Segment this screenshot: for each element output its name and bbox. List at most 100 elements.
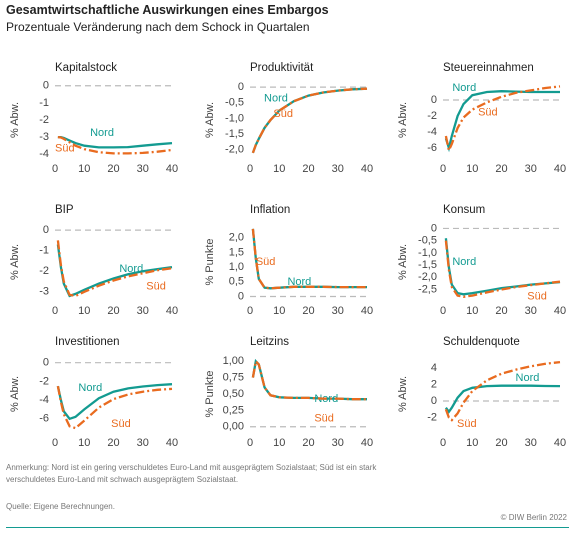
y-tick-label: -2 (427, 411, 437, 423)
y-tick-label: -1 (39, 245, 49, 257)
series-label: Süd (527, 290, 547, 302)
x-tick-label: 10 (78, 163, 90, 175)
title: Gesamtwirtschaftliche Auswirkungen eines… (6, 3, 329, 17)
y-tick-label: -2,0 (225, 144, 244, 156)
x-tick-label: 20 (302, 163, 314, 175)
y-tick-label: -2 (427, 110, 437, 122)
x-tick-label: 40 (166, 437, 178, 449)
y-tick-label: -6 (427, 142, 437, 154)
x-tick-label: 30 (332, 305, 344, 317)
series-label: Süd (314, 412, 334, 424)
series-label: Süd (478, 107, 498, 119)
y-tick-label: -1 (39, 97, 49, 109)
panel-title: Kapitalstock (55, 62, 117, 74)
panel-title: Inflation (250, 204, 290, 216)
line (251, 358, 367, 401)
x-tick-label: 10 (78, 437, 90, 449)
series-label: Süd (146, 280, 166, 292)
y-tick-label: 0 (431, 395, 437, 407)
line (251, 87, 368, 154)
x-tick-label: 30 (137, 305, 149, 317)
x-tick-label: 20 (107, 305, 119, 317)
x-tick-label: 40 (166, 305, 178, 317)
y-tick-label: 0,5 (229, 276, 244, 288)
y-tick-label: 0,25 (223, 404, 244, 416)
panel-title: BIP (55, 204, 74, 216)
line (251, 228, 367, 290)
x-tick-label: 20 (495, 305, 507, 317)
x-tick-label: 20 (107, 163, 119, 175)
x-tick-label: 40 (554, 163, 566, 175)
y-tick-label: 0,50 (223, 388, 244, 400)
series-label: Nord (78, 382, 102, 394)
y-tick-label: 0 (43, 224, 49, 236)
y-axis-label: % Abw. (397, 376, 409, 412)
y-tick-label: -2,5 (418, 283, 437, 295)
y-tick-label: -0,5 (225, 97, 244, 109)
series-label: Nord (516, 372, 540, 384)
series-label: Süd (111, 418, 131, 430)
x-tick-label: 30 (525, 163, 537, 175)
x-tick-label: 0 (247, 305, 253, 317)
x-tick-label: 10 (273, 305, 285, 317)
x-tick-label: 40 (554, 437, 566, 449)
x-tick-label: 10 (466, 437, 478, 449)
x-tick-label: 20 (495, 437, 507, 449)
x-tick-label: 30 (332, 437, 344, 449)
series-label: Süd (457, 418, 477, 430)
y-axis-label: % Abw. (9, 244, 21, 280)
y-tick-label: -4 (427, 126, 437, 138)
x-tick-label: 30 (137, 163, 149, 175)
y-tick-label: 2 (431, 378, 437, 390)
y-tick-label: -2 (39, 375, 49, 387)
y-axis-label: % Punkte (204, 238, 216, 285)
series-label: Nord (452, 256, 476, 268)
y-tick-label: -2 (39, 265, 49, 277)
y-tick-label: -2,0 (418, 271, 437, 283)
y-axis-label: % Punkte (204, 370, 216, 417)
x-tick-label: 10 (78, 305, 90, 317)
y-tick-label: 0,00 (223, 421, 244, 433)
y-tick-label: 0 (238, 290, 244, 302)
y-axis-label: % Abw. (397, 102, 409, 138)
x-tick-label: 40 (361, 163, 373, 175)
y-tick-label: -4 (39, 394, 49, 406)
y-axis-label: % Abw. (9, 102, 21, 138)
x-tick-label: 30 (137, 437, 149, 449)
series-label: Nord (287, 276, 311, 288)
panel-title: Konsum (443, 204, 485, 216)
x-tick-label: 0 (440, 437, 446, 449)
y-tick-label: -2 (39, 114, 49, 126)
y-tick-label: 1,00 (223, 355, 244, 367)
x-tick-label: 20 (302, 437, 314, 449)
panel-title: Leitzins (250, 336, 289, 348)
x-tick-label: 40 (361, 437, 373, 449)
y-tick-label: -1,0 (418, 247, 437, 259)
x-tick-label: 0 (247, 437, 253, 449)
x-tick-label: 0 (52, 305, 58, 317)
y-tick-label: 0 (238, 81, 244, 93)
line (444, 90, 560, 153)
y-tick-label: 0,75 (223, 372, 244, 384)
subtitle: Prozentuale Veränderung nach dem Schock … (6, 20, 310, 34)
x-tick-label: 10 (273, 437, 285, 449)
x-tick-label: 40 (166, 163, 178, 175)
line (56, 385, 173, 430)
x-tick-label: 30 (525, 437, 537, 449)
x-tick-label: 0 (440, 305, 446, 317)
series-label: Nord (452, 82, 476, 94)
line (444, 85, 561, 155)
y-tick-label: 1,5 (229, 246, 244, 258)
y-tick-label: 0 (43, 357, 49, 369)
x-tick-label: 0 (247, 163, 253, 175)
series-label: Süd (55, 143, 75, 155)
line (444, 384, 561, 414)
x-tick-label: 40 (361, 305, 373, 317)
y-tick-label: -6 (39, 413, 49, 425)
panel-title: Investitionen (55, 336, 120, 348)
y-tick-label: 0 (43, 80, 49, 92)
x-tick-label: 30 (525, 305, 537, 317)
x-tick-label: 20 (107, 437, 119, 449)
y-tick-label: -3 (39, 131, 49, 143)
